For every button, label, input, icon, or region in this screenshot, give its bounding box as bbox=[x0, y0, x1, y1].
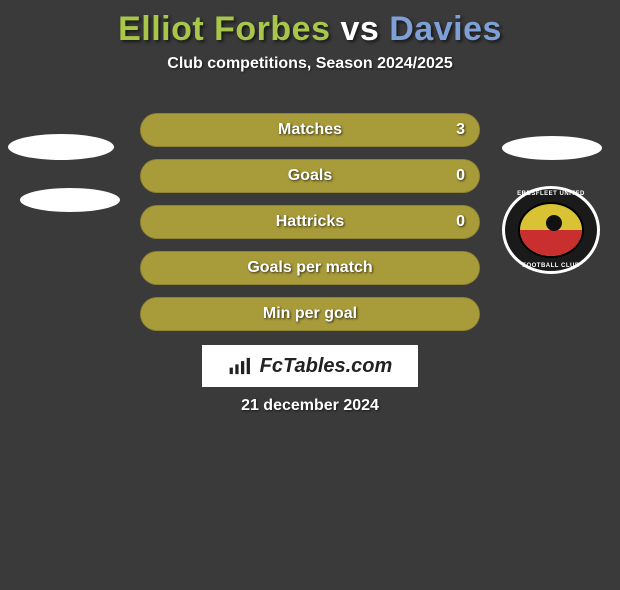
stat-value-right: 0 bbox=[456, 206, 465, 238]
crest-text-bottom: FOOTBALL CLUB bbox=[502, 263, 600, 269]
stat-bar: Min per goal bbox=[140, 297, 480, 331]
player1-name: Elliot Forbes bbox=[118, 10, 330, 48]
page-title: Elliot Forbes vs Davies bbox=[0, 10, 620, 49]
crest-text-top: EBBSFLEET UNITED bbox=[502, 191, 600, 197]
player2-name: Davies bbox=[389, 10, 502, 48]
stat-bar: Hattricks0 bbox=[140, 205, 480, 239]
stat-value-right: 3 bbox=[456, 114, 465, 146]
club-crest: EBBSFLEET UNITED FOOTBALL CLUB bbox=[502, 186, 600, 274]
brand-text: FcTables.com bbox=[260, 355, 393, 378]
stat-bar: Goals per match bbox=[140, 251, 480, 285]
vs-text: vs bbox=[340, 10, 379, 48]
date-text: 21 december 2024 bbox=[0, 397, 620, 415]
stat-bar: Goals0 bbox=[140, 159, 480, 193]
placeholder-ellipse-mid-left bbox=[20, 188, 120, 212]
bars-icon bbox=[228, 355, 254, 377]
brand-logo: FcTables.com bbox=[202, 345, 418, 387]
placeholder-ellipse-top-right bbox=[502, 136, 602, 160]
stat-bar: Matches3 bbox=[140, 113, 480, 147]
subtitle: Club competitions, Season 2024/2025 bbox=[0, 55, 620, 73]
placeholder-ellipse-top-left bbox=[8, 134, 114, 160]
stat-value-right: 0 bbox=[456, 160, 465, 192]
comparison-bars: Matches3 Goals0 Hattricks0 Goals per match M… bbox=[140, 113, 480, 331]
